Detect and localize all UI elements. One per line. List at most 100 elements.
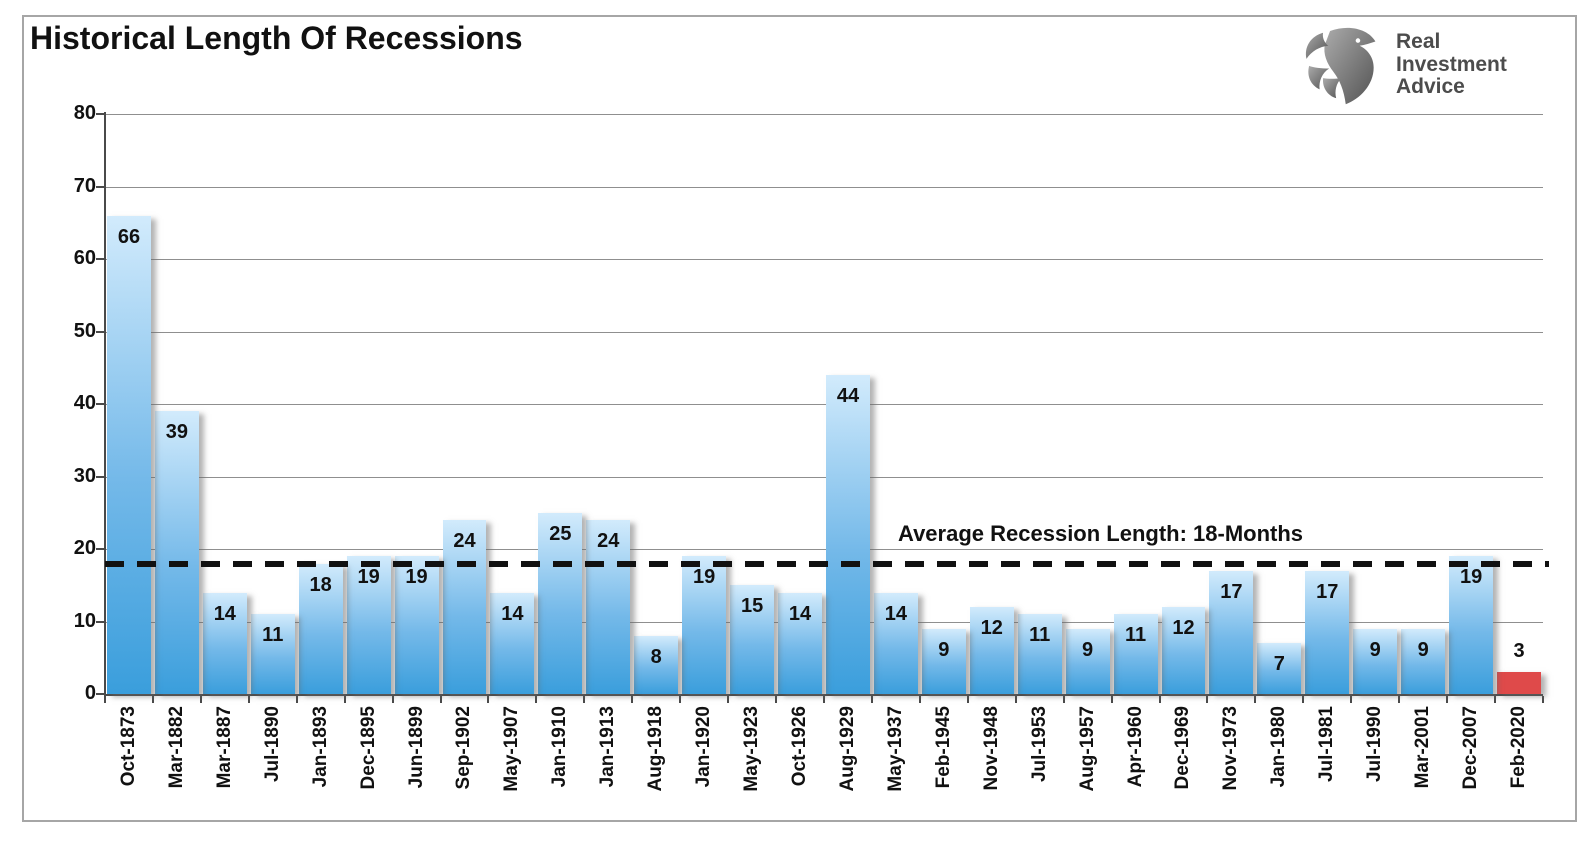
bar-May-1907 [490, 592, 535, 694]
y-axis-label-80: 80 [73, 102, 96, 124]
bar-value-label: 9 [1369, 638, 1381, 661]
chart-title: Historical Length Of Recessions [30, 20, 523, 56]
x-axis-label-text: May-1907 [501, 706, 523, 792]
x-tick [1494, 696, 1497, 703]
x-axis-label-text: Jan-1893 [309, 706, 331, 788]
x-tick [1302, 696, 1305, 703]
x-axis-label-May-1907: May-1907 [488, 706, 536, 811]
x-axis-label-Feb-1945: Feb-1945 [920, 706, 968, 811]
bar-Jan-1910 [538, 512, 583, 694]
bar-value-label: 19 [357, 566, 380, 589]
bar-Jul-1990 [1353, 628, 1398, 694]
x-axis-label-May-1923: May-1923 [728, 706, 776, 811]
x-axis-label-Aug-1929: Aug-1929 [824, 706, 872, 811]
x-tick [1014, 696, 1017, 703]
bar-value-label: 14 [501, 602, 524, 625]
bar-value-label: 9 [1082, 638, 1094, 661]
x-axis-label-Jul-1981: Jul-1981 [1303, 706, 1351, 811]
x-axis-label-text: Oct-1926 [789, 706, 811, 787]
x-tick [1542, 696, 1544, 703]
x-tick [631, 696, 634, 703]
x-axis-label-Sep-1902: Sep-1902 [441, 706, 489, 811]
y-axis-label-40: 40 [73, 392, 96, 414]
x-axis-label-text: Oct-1873 [117, 706, 139, 787]
x-axis-label-text: Jan-1920 [693, 706, 715, 788]
bar-value-label: 44 [836, 385, 860, 407]
x-tick [199, 696, 202, 703]
x-axis-label-text: Jan-1910 [549, 706, 571, 788]
x-axis-label-May-1937: May-1937 [872, 706, 920, 811]
x-tick [1110, 696, 1113, 703]
bar-May-1937 [873, 592, 918, 694]
x-tick [583, 696, 586, 703]
bar-Aug-1929 [826, 375, 870, 694]
bar-value-label: 25 [549, 522, 572, 545]
x-tick [1062, 696, 1065, 703]
bar-value-label: 14 [884, 602, 907, 625]
x-axis-label-text: Nov-1948 [980, 706, 1002, 791]
bar-value-label: 17 [1316, 580, 1339, 603]
x-axis-label-Aug-1918: Aug-1918 [632, 706, 680, 811]
bar-Aug-1957 [1065, 628, 1110, 694]
x-axis-label-Feb-2020: Feb-2020 [1495, 706, 1543, 811]
x-axis-label-Jul-1890: Jul-1890 [249, 706, 297, 811]
gridline-40 [105, 404, 1543, 405]
bar-Oct-1926 [778, 592, 822, 694]
y-tick-50 [96, 330, 105, 333]
x-tick [679, 696, 682, 703]
x-tick [439, 696, 442, 703]
x-axis-label-Dec-2007: Dec-2007 [1447, 706, 1495, 811]
y-tick-10 [96, 620, 105, 623]
bar-value-label: 15 [740, 595, 764, 618]
x-tick [823, 696, 825, 703]
x-axis-label-Jul-1990: Jul-1990 [1351, 706, 1399, 811]
x-axis-label-text: Jan-1980 [1268, 706, 1290, 788]
y-axis [104, 112, 106, 696]
bar-value-label: 12 [980, 617, 1003, 639]
x-axis-label-text: Nov-1973 [1220, 706, 1242, 791]
gridline-50 [105, 331, 1543, 333]
x-axis-label-Jan-1913: Jan-1913 [584, 706, 632, 811]
bar-Mar-1887 [202, 592, 247, 694]
gridline-10 [105, 621, 1543, 623]
x-tick [535, 696, 538, 703]
bar-value-label: 12 [1172, 617, 1195, 639]
logo-text: Real Investment Advice [1396, 30, 1507, 98]
x-axis-label-text: May-1923 [741, 706, 763, 792]
x-axis-label-Jan-1920: Jan-1920 [680, 706, 728, 811]
bar-value-label: 14 [788, 602, 812, 625]
average-recession-line [105, 560, 1549, 567]
logo-line-2: Investment [1396, 52, 1507, 76]
bar-Nov-1948 [969, 607, 1014, 694]
x-axis-label-text: Jul-1953 [1028, 706, 1050, 783]
gridline-70 [105, 186, 1543, 188]
y-tick-70 [96, 185, 105, 188]
y-tick-40 [96, 403, 105, 405]
x-axis-label-Oct-1873: Oct-1873 [105, 706, 153, 811]
bar-value-label: 3 [1513, 640, 1525, 663]
x-axis-label-Oct-1926: Oct-1926 [776, 706, 824, 811]
x-tick [391, 696, 394, 703]
gridline-80 [105, 114, 1543, 115]
bar-Jan-1913 [586, 520, 631, 694]
x-tick [727, 696, 730, 703]
gridline-30 [105, 476, 1543, 478]
bar-value-label: 9 [938, 638, 950, 661]
gridline-20 [105, 549, 1543, 550]
bar-Feb-1945 [921, 628, 966, 694]
x-axis-label-text: Dec-2007 [1460, 706, 1482, 790]
x-axis-label-Jun-1899: Jun-1899 [393, 706, 441, 811]
x-axis-label-Aug-1957: Aug-1957 [1064, 706, 1112, 811]
bar-Dec-2007 [1449, 556, 1494, 694]
y-axis-label-0: 0 [84, 682, 96, 704]
x-axis-label-Jan-1910: Jan-1910 [536, 706, 584, 811]
x-axis-label-Nov-1973: Nov-1973 [1207, 706, 1255, 811]
bar-Mar-1882 [154, 411, 199, 694]
bar-Oct-1873 [107, 215, 151, 694]
x-tick [487, 696, 490, 703]
average-line-label: Average Recession Length: 18-Months [898, 521, 1304, 546]
x-axis-label-Mar-1882: Mar-1882 [153, 706, 201, 811]
x-tick [1398, 696, 1401, 703]
bar-Jul-1890 [250, 614, 295, 694]
